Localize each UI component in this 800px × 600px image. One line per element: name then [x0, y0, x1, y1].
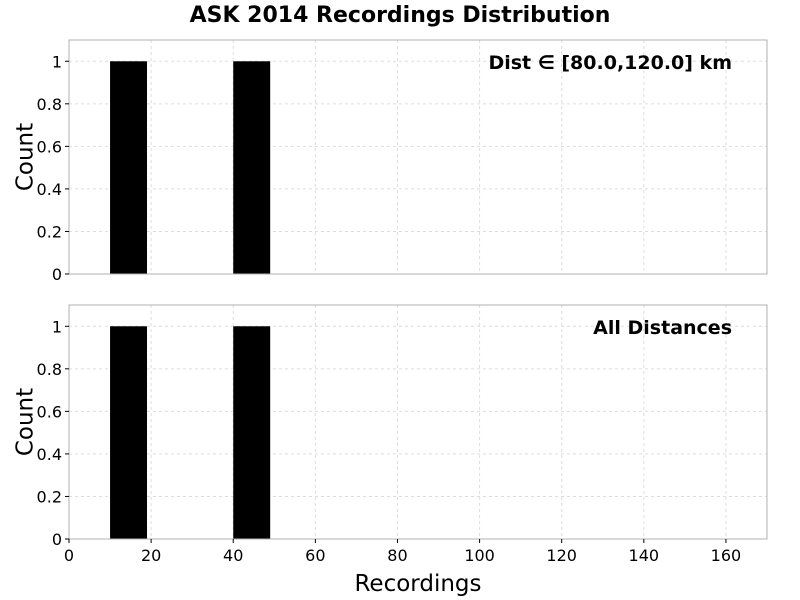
- y-tick-label: 0.4: [37, 445, 62, 464]
- y-axis-label: Count: [13, 388, 39, 456]
- histogram-bar: [110, 61, 148, 274]
- x-tick-label: 140: [629, 546, 660, 565]
- histogram-bar: [233, 61, 271, 274]
- y-tick-label: 1: [52, 317, 62, 336]
- y-tick-label: 1: [52, 52, 62, 71]
- x-tick-label: 100: [464, 546, 495, 565]
- y-tick-label: 0.8: [37, 95, 62, 114]
- chart-title: ASK 2014 Recordings Distribution: [190, 3, 611, 28]
- axes-frame: [68, 39, 768, 275]
- y-tick-label: 0.6: [37, 137, 62, 156]
- y-tick-label: 0.4: [37, 180, 62, 199]
- x-axis-label: Recordings: [354, 571, 481, 597]
- x-tick-label: 80: [387, 546, 407, 565]
- x-tick-label: 120: [546, 546, 577, 565]
- x-tick-label: 60: [305, 546, 325, 565]
- x-tick-label: 0: [64, 546, 74, 565]
- x-tick-label: 160: [711, 546, 742, 565]
- y-tick-label: 0: [52, 265, 62, 284]
- y-tick-label: 0: [52, 530, 62, 549]
- histogram-bar: [233, 326, 271, 539]
- y-tick-label: 0.2: [37, 487, 62, 506]
- axes-frame: [68, 304, 768, 540]
- histogram-bar: [110, 326, 148, 539]
- x-tick-label: 20: [141, 546, 161, 565]
- panel-annotation: All Distances: [593, 317, 732, 339]
- bottom-panel: 0 0.2 0.4 0.6 0.8 1 0 20 40 60 80 100 120 140 160 Count…: [13, 304, 768, 597]
- y-axis-label: Count: [13, 123, 39, 191]
- top-panel: 0 0.2 0.4 0.6 0.8 1 Count Dist ∈ [80.0,120.0] k…: [13, 39, 768, 284]
- y-tick-label: 0.2: [37, 222, 62, 241]
- x-tick-label: 40: [223, 546, 243, 565]
- y-tick-label: 0.6: [37, 402, 62, 421]
- panel-annotation: Dist ∈ [80.0,120.0] km: [488, 52, 732, 74]
- y-tick-label: 0.8: [37, 360, 62, 379]
